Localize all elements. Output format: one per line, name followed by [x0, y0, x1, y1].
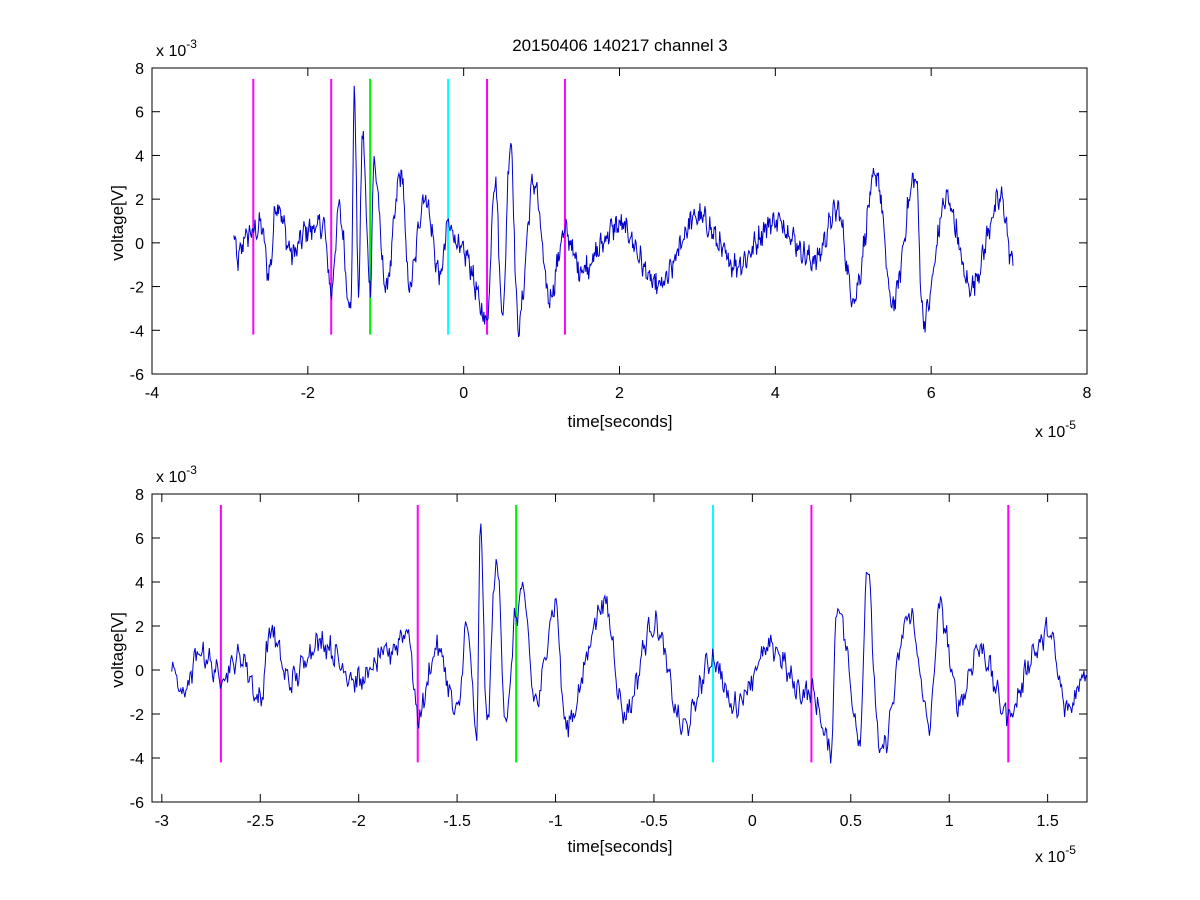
- top-y-exponent-base: x 10: [156, 43, 186, 60]
- bottom-y-exponent: x 10-3: [156, 463, 197, 486]
- bottom-y-tick-label: 4: [135, 575, 144, 592]
- bottom-x-tick-label: -1.5: [443, 813, 471, 830]
- top-x-exponent-power: -5: [1065, 418, 1076, 432]
- top-y-tick-label: 2: [135, 192, 144, 209]
- bottom-y-tick-label: 2: [135, 619, 144, 636]
- bottom-y-exponent-base: x 10: [156, 469, 186, 486]
- bottom-x-exponent: x 10-5: [1035, 843, 1076, 866]
- bottom-y-tick-label: -4: [130, 751, 144, 768]
- top-y-exponent: x 10-3: [156, 37, 197, 60]
- bottom-x-tick-label: -0.5: [640, 813, 668, 830]
- bottom-x-tick-label: 0.5: [840, 813, 862, 830]
- top-y-axis-label: voltage[V]: [108, 185, 127, 261]
- top-y-tick-label: 6: [135, 105, 144, 122]
- bottom-subplot-ticks: -3 -2.5 -2 -1.5 -1 -0.5 0 0.5 1 1.5 -6 -4 -2 0 2 4 6 8: [130, 487, 1087, 830]
- bottom-y-tick-label: -2: [130, 707, 144, 724]
- bottom-y-exponent-power: -3: [186, 463, 197, 477]
- top-y-tick-label: -6: [130, 367, 144, 384]
- top-x-exponent-base: x 10: [1035, 424, 1065, 441]
- bottom-y-axis-label: voltage[V]: [108, 612, 127, 688]
- top-x-axis-label: time[seconds]: [568, 412, 673, 431]
- bottom-voltage-trace: [171, 523, 1088, 764]
- top-y-tick-label: -2: [130, 280, 144, 297]
- top-voltage-trace: [233, 85, 1014, 338]
- top-y-tick-label: 4: [135, 148, 144, 165]
- bottom-x-tick-label: -3: [155, 813, 169, 830]
- bottom-y-tick-label: 8: [135, 487, 144, 504]
- bottom-x-tick-label: -2: [352, 813, 366, 830]
- top-x-tick-label: 2: [615, 385, 624, 402]
- bottom-x-tick-label: 0: [748, 813, 757, 830]
- top-x-tick-label: 8: [1083, 385, 1092, 402]
- top-x-tick-label: 6: [927, 385, 936, 402]
- bottom-x-tick-label: 1.5: [1037, 813, 1059, 830]
- bottom-x-tick-label: -1: [548, 813, 562, 830]
- top-x-tick-label: 0: [459, 385, 468, 402]
- top-x-exponent: x 10-5: [1035, 418, 1076, 441]
- top-y-tick-label: 8: [135, 61, 144, 78]
- bottom-x-exponent-base: x 10: [1035, 849, 1065, 866]
- figure-title: 20150406 140217 channel 3: [512, 36, 728, 55]
- bottom-x-axis-label: time[seconds]: [568, 837, 673, 856]
- bottom-subplot-axes-box: [151, 493, 1088, 803]
- top-subplot-signal: [233, 85, 1014, 338]
- bottom-y-tick-label: 0: [135, 663, 144, 680]
- top-x-tick-label: 4: [771, 385, 780, 402]
- bottom-x-tick-label: 1: [945, 813, 954, 830]
- bottom-y-tick-label: 6: [135, 531, 144, 548]
- top-subplot-axes-box: [151, 67, 1088, 375]
- top-x-tick-label: -2: [301, 385, 315, 402]
- top-y-exponent-power: -3: [186, 37, 197, 51]
- bottom-y-tick-label: -6: [130, 795, 144, 812]
- bottom-x-exponent-power: -5: [1065, 843, 1076, 857]
- bottom-subplot: -3 -2.5 -2 -1.5 -1 -0.5 0 0.5 1 1.5 -6 -4 -2 0 2 4 6 8 ti…: [108, 463, 1088, 866]
- bottom-x-tick-label: -2.5: [246, 813, 274, 830]
- top-y-tick-label: 0: [135, 236, 144, 253]
- top-x-tick-label: -4: [145, 385, 159, 402]
- bottom-subplot-signal: [171, 523, 1088, 764]
- top-y-tick-label: -4: [130, 323, 144, 340]
